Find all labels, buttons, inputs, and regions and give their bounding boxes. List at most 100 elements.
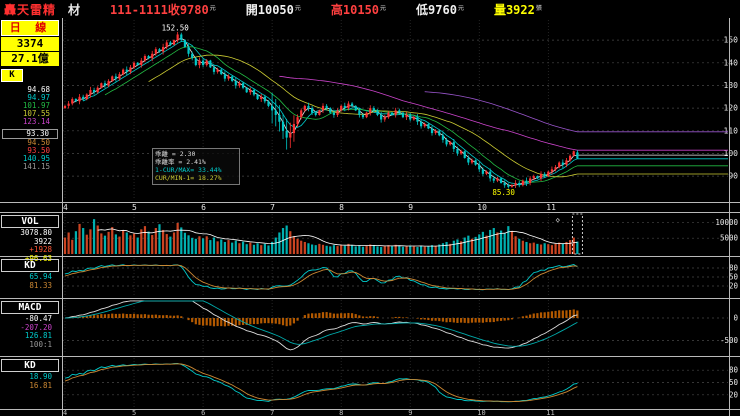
indicator-value: +96.63 (24, 253, 52, 263)
svg-text:152.50: 152.50 (162, 23, 190, 32)
indicator-value: +1928 (29, 245, 52, 254)
svg-text:10000: 10000 (715, 218, 738, 227)
month-label: 6 (201, 203, 206, 212)
svg-text:85.30: 85.30 (492, 188, 515, 197)
svg-text:150: 150 (724, 36, 739, 45)
header-field-high: 高10150 元 (330, 2, 387, 17)
volume-chart[interactable]: 100005000◇ (62, 212, 740, 256)
svg-text:140: 140 (724, 58, 739, 67)
month-axis: 4 5 6 7 8 9 10 11 (62, 202, 740, 212)
indicator-value: 3078.80 (20, 228, 52, 237)
main-chart-canvas: 150 140 130 120 110 100 90 152.50 85.30 (62, 20, 739, 200)
macd-canvas: 0-500 (62, 300, 738, 354)
month-label: 4 (63, 203, 68, 212)
svg-text:130: 130 (724, 81, 739, 90)
svg-text:100: 100 (724, 149, 739, 158)
stat-line: 乖離 = 2.30 (155, 150, 196, 158)
divider (0, 298, 740, 299)
stat-line: 乖離率 = 2.41% (155, 158, 206, 166)
kd-panel-label[interactable]: KD (1, 259, 59, 272)
indicator-value: 81.33 (29, 280, 52, 290)
divider (0, 409, 740, 410)
period-selector[interactable]: 日 線 (1, 20, 59, 36)
month-label: 10 (477, 203, 487, 212)
ma-value: 107.55 (22, 109, 50, 118)
svg-text:50: 50 (729, 378, 739, 387)
kd-slow-label-group: KD 18.90 16.81 (0, 358, 62, 390)
month-label: 8 (339, 203, 344, 212)
divider (0, 212, 740, 213)
kd-slow-values: 18.90 16.81 (0, 372, 62, 390)
turnover-amount: 27.1億 (1, 52, 59, 66)
quote-fields: 111-1111收9780 元 開10050 元 高10150 元 低9760 元 量3922 張 (80, 1, 542, 18)
k-badge[interactable]: K (1, 69, 23, 82)
svg-text:20: 20 (729, 282, 739, 291)
indicator-value: 3922 (33, 236, 52, 246)
indicator-value: -207.20 (20, 322, 52, 332)
svg-text:0: 0 (733, 314, 738, 323)
ma-value: 94.68 (27, 85, 50, 94)
stock-id: 3374 (1, 37, 59, 51)
indicator-value: 65.94 (29, 272, 52, 281)
kd-chart[interactable]: 80 50 20 (62, 256, 740, 298)
kd-slow-panel-label[interactable]: KD (1, 359, 59, 372)
bottom-month-axis: 4 5 6 7 8 9 10 11 (62, 409, 740, 416)
ma-value: 123.14 (22, 117, 50, 126)
month-label: 8 (339, 409, 344, 416)
vol-label-group: VOL 3078.80 3922 +1928 +96.63 (0, 214, 62, 263)
month-label: 5 (132, 203, 137, 212)
kd-values: 65.94 81.33 (0, 272, 62, 290)
deviation-stats-overlay: 乖離 = 2.30 乖離率 = 2.41% 1-CUR/MAX= 33.44% CUR… (152, 148, 240, 185)
macd-panel-label[interactable]: MACD (1, 301, 59, 314)
title-bar: 轟天雷精 材 111-1111收9780 元 開10050 元 高10150 元 低9760… (0, 0, 740, 18)
kd-slow-canvas: 80 50 20 (62, 358, 739, 407)
month-label: 7 (270, 409, 275, 416)
indicator-value: 100:1 (29, 339, 52, 349)
month-label: 7 (270, 203, 275, 212)
macd-values: -80.47 -207.20 126.81 100:1 (0, 314, 62, 349)
kd-label-group: KD 65.94 81.33 (0, 258, 62, 290)
header-field-open: 開10050 元 (245, 2, 301, 17)
svg-text:80: 80 (729, 366, 739, 375)
vol-panel-label[interactable]: VOL (1, 215, 59, 228)
ma-value: 141.15 (22, 162, 50, 171)
svg-text:20: 20 (729, 390, 739, 399)
header-field-id-close: 111-1111收9780 元 (110, 2, 216, 17)
ma-value: 101.97 (22, 101, 50, 110)
svg-text:80: 80 (729, 264, 739, 273)
month-label: 6 (201, 409, 206, 416)
month-label: 11 (546, 409, 555, 416)
indicator-value: 16.81 (29, 380, 52, 390)
month-label: 9 (408, 409, 413, 416)
ma-value: 93.30 (2, 129, 58, 139)
ma-value: 94.97 (27, 93, 50, 102)
month-label: 9 (408, 203, 414, 212)
divider (0, 256, 740, 257)
svg-text:90: 90 (728, 172, 738, 181)
volume-chart-canvas: 100005000◇ (62, 213, 738, 255)
svg-text:50: 50 (729, 273, 739, 282)
month-label: 11 (546, 203, 556, 212)
indicator-value: 126.81 (24, 331, 52, 340)
month-label: 4 (63, 409, 68, 416)
divider (62, 18, 63, 416)
svg-text:120: 120 (724, 104, 739, 113)
app-title-suffix: 材 (68, 2, 81, 17)
month-label: 5 (132, 409, 137, 416)
divider (0, 202, 740, 203)
indicator-value: 18.90 (29, 372, 52, 381)
divider (729, 18, 730, 416)
kd-slow-chart[interactable]: 80 50 20 (62, 356, 740, 409)
indicator-value: -80.47 (24, 314, 52, 323)
svg-text:◇: ◇ (556, 216, 561, 224)
app-title: 轟天雷精 (4, 2, 57, 17)
divider (0, 356, 740, 357)
macd-chart[interactable]: 0-500 (62, 298, 740, 356)
header-field-low: 低9760 元 (416, 2, 464, 17)
header-field-volume: 量3922 張 (493, 2, 542, 17)
ma-value: 94.50 (27, 138, 50, 147)
ma-value: 140.95 (22, 154, 50, 163)
month-label: 10 (477, 409, 486, 416)
